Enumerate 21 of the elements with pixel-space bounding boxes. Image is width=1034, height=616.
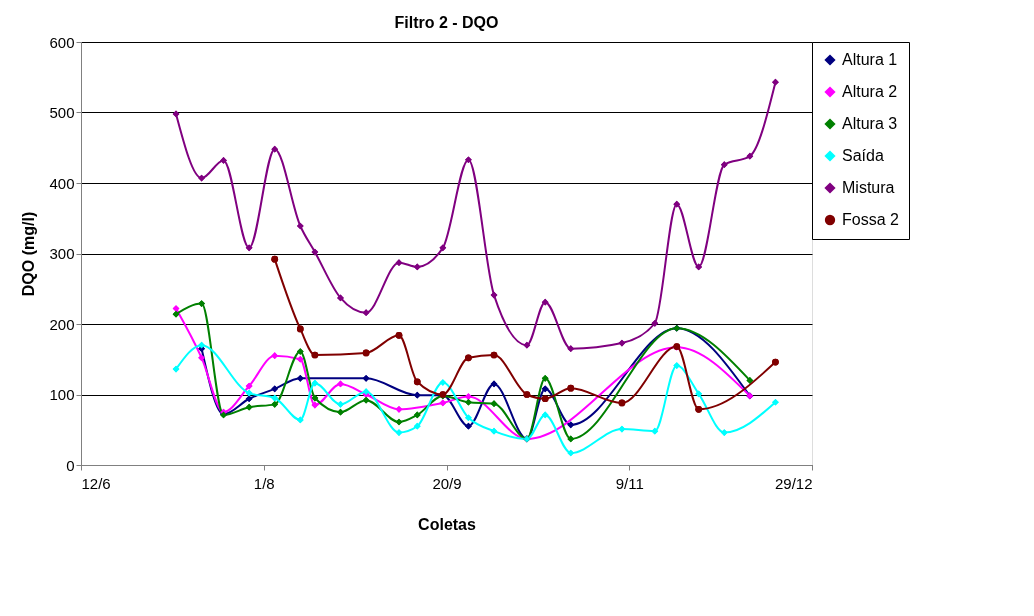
y-tick-label: 400 bbox=[49, 174, 75, 192]
x-tick-label: 20/9 bbox=[432, 474, 462, 492]
y-tick-label: 300 bbox=[49, 245, 75, 262]
y-tick-label: 500 bbox=[49, 104, 75, 121]
y-axis-title: DQO (mg/l) bbox=[20, 211, 38, 297]
chart-title: Filtro 2 - DQO bbox=[394, 14, 499, 31]
legend-label: Altura 2 bbox=[842, 83, 898, 100]
legend-label: Saída bbox=[842, 147, 884, 164]
legend-label: Fossa 2 bbox=[842, 211, 900, 228]
legend-label: Mistura bbox=[842, 179, 895, 196]
y-tick-label: 600 bbox=[49, 33, 75, 51]
x-tick-label: 9/11 bbox=[615, 474, 644, 492]
legend-label: Altura 1 bbox=[842, 51, 898, 68]
y-tick-label: 200 bbox=[49, 315, 75, 333]
y-tick-label: 100 bbox=[49, 386, 75, 403]
x-tick-label: 1/8 bbox=[253, 474, 275, 492]
x-tick-label: 29/12 bbox=[774, 474, 813, 492]
legend-label: Altura 3 bbox=[842, 115, 898, 132]
y-tick-label: 0 bbox=[66, 456, 75, 474]
x-tick-label: 12/6 bbox=[81, 474, 111, 492]
x-axis-title: Coletas bbox=[418, 515, 476, 533]
